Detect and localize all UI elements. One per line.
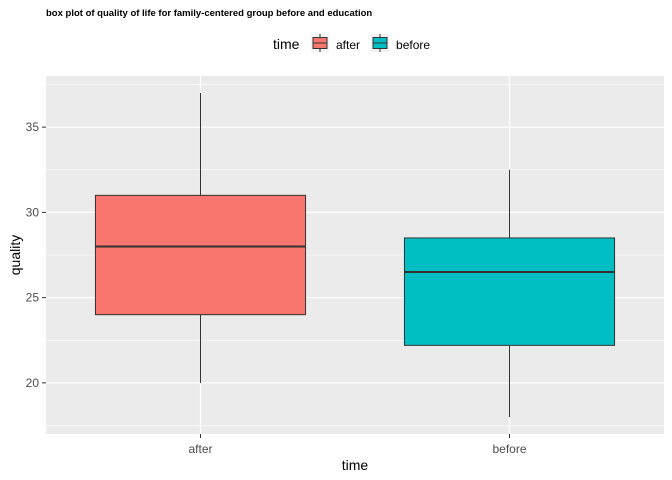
- box-after: [94, 93, 307, 383]
- chart-title: box plot of quality of life for family-c…: [46, 8, 372, 19]
- x-tick-label: after: [188, 442, 212, 456]
- legend-label: before: [396, 38, 430, 52]
- y-tick-label: 20: [26, 376, 40, 390]
- y-axis-title: quality: [7, 235, 23, 275]
- legend-item-after: after: [311, 34, 360, 52]
- y-tick-label: 25: [26, 291, 40, 305]
- box-iqr: [94, 194, 307, 316]
- legend-title: time: [273, 36, 300, 52]
- box-iqr: [403, 237, 616, 346]
- y-tick-label: 35: [26, 120, 40, 134]
- legend-item-before: before: [371, 34, 430, 52]
- x-tick-label: before: [492, 442, 526, 456]
- legend: time after before: [273, 34, 430, 52]
- box-before: [403, 169, 616, 417]
- x-axis-title: time: [342, 457, 369, 473]
- legend-label: after: [336, 38, 360, 52]
- y-tick-label: 30: [26, 205, 40, 219]
